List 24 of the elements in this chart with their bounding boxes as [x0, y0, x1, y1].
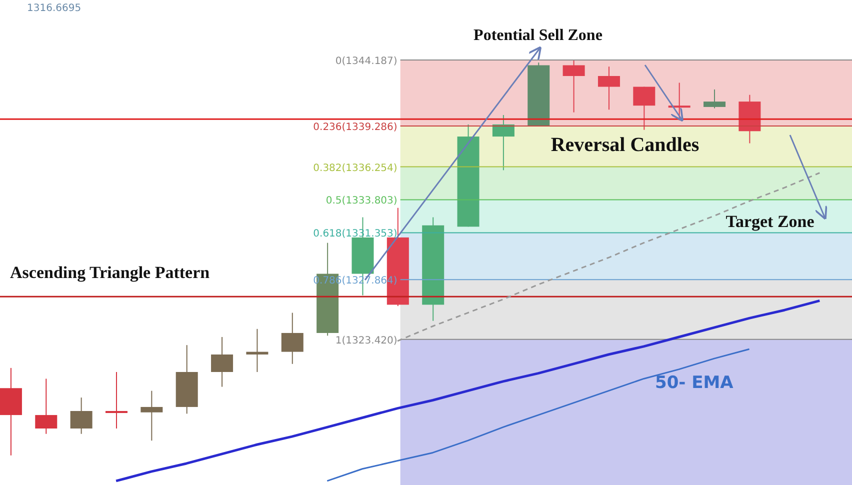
ref-line-label: 0.382(1336.254): [313, 162, 398, 174]
annotation: Target Zone: [726, 212, 815, 231]
annotation: 1316.6695: [27, 3, 82, 14]
candlestick: [633, 86, 656, 130]
candlestick: [246, 328, 268, 372]
annotation: Ascending Triangle Pattern: [10, 263, 210, 282]
ref-line-label: 1(1323.420): [335, 335, 398, 346]
annotation: Potential Sell Zone: [474, 27, 602, 44]
ref-line-label: 0.236(1339.286): [313, 122, 398, 133]
candlestick: [35, 378, 58, 434]
ref-line-label: 0(1344.187): [335, 56, 398, 68]
candlestick: [704, 88, 726, 109]
candlestick: [668, 82, 690, 121]
ref-line-label: 0.5(1333.803): [326, 196, 398, 207]
candlestick: [281, 312, 304, 364]
candlestick: [105, 371, 128, 429]
series-label: 50- EMA: [655, 373, 734, 393]
candlestick: [70, 397, 92, 434]
annotation: Reversal Candles: [550, 134, 700, 156]
candlestick: [211, 336, 234, 388]
candlestick: [562, 59, 585, 113]
candlestick: [492, 114, 514, 171]
candlestick: [140, 390, 163, 442]
candlestick: [598, 66, 620, 110]
